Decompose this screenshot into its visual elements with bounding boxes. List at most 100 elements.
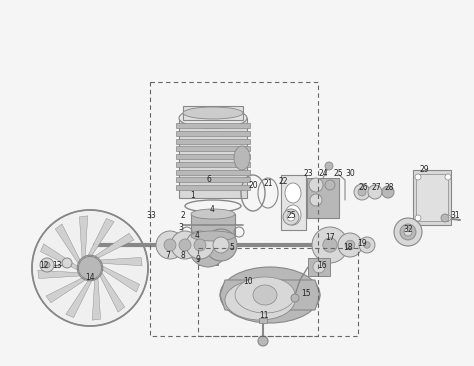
- Ellipse shape: [285, 183, 301, 203]
- Ellipse shape: [225, 280, 295, 320]
- Text: 28: 28: [384, 183, 394, 193]
- Text: 23: 23: [303, 169, 313, 179]
- Text: 9: 9: [196, 255, 201, 265]
- Polygon shape: [80, 216, 88, 258]
- Circle shape: [312, 227, 348, 263]
- Ellipse shape: [179, 108, 247, 128]
- Polygon shape: [88, 219, 114, 255]
- Bar: [281, 175, 306, 230]
- Circle shape: [359, 237, 375, 253]
- Circle shape: [287, 213, 295, 221]
- Circle shape: [164, 239, 176, 251]
- Circle shape: [258, 336, 268, 346]
- Circle shape: [179, 239, 191, 251]
- Text: 6: 6: [207, 176, 211, 184]
- Polygon shape: [38, 270, 80, 279]
- Ellipse shape: [191, 209, 235, 219]
- Bar: [191, 214, 235, 236]
- Text: 11: 11: [259, 311, 269, 321]
- Ellipse shape: [191, 231, 235, 241]
- Polygon shape: [220, 280, 320, 310]
- Text: 7: 7: [165, 250, 171, 259]
- Polygon shape: [66, 281, 92, 318]
- Ellipse shape: [188, 223, 228, 267]
- Circle shape: [186, 231, 214, 259]
- Circle shape: [310, 194, 322, 206]
- Text: 25: 25: [333, 169, 343, 179]
- Text: 4: 4: [210, 205, 214, 214]
- Bar: [176, 154, 250, 159]
- Text: 19: 19: [357, 239, 367, 249]
- Text: 32: 32: [403, 225, 413, 235]
- Bar: [176, 131, 250, 136]
- Polygon shape: [40, 244, 77, 270]
- Circle shape: [368, 185, 382, 199]
- Text: 21: 21: [263, 179, 273, 187]
- Circle shape: [171, 231, 199, 259]
- Text: 8: 8: [181, 250, 185, 259]
- Text: 18: 18: [343, 243, 353, 253]
- Ellipse shape: [183, 107, 243, 119]
- Circle shape: [415, 215, 421, 221]
- Circle shape: [32, 210, 148, 326]
- Ellipse shape: [235, 277, 295, 313]
- Ellipse shape: [285, 205, 301, 225]
- Circle shape: [354, 184, 370, 200]
- Bar: [150, 82, 318, 336]
- Circle shape: [400, 224, 416, 240]
- Circle shape: [309, 178, 323, 192]
- Text: 1: 1: [191, 191, 195, 201]
- Text: 24: 24: [318, 168, 328, 178]
- Bar: [179, 118, 247, 198]
- Polygon shape: [95, 233, 134, 258]
- Ellipse shape: [220, 267, 320, 323]
- Bar: [176, 170, 250, 175]
- Bar: [176, 139, 250, 143]
- Text: 3: 3: [179, 224, 183, 232]
- Circle shape: [358, 188, 366, 196]
- Text: 10: 10: [243, 277, 253, 287]
- Bar: [259, 318, 267, 323]
- Text: 26: 26: [358, 183, 368, 193]
- Bar: [176, 146, 250, 151]
- Text: 31: 31: [450, 212, 460, 220]
- Circle shape: [194, 239, 206, 251]
- Circle shape: [78, 257, 101, 280]
- Circle shape: [205, 229, 237, 261]
- Circle shape: [283, 209, 299, 225]
- Circle shape: [325, 162, 333, 170]
- Text: 20: 20: [248, 180, 258, 190]
- Text: 30: 30: [345, 168, 355, 178]
- Circle shape: [415, 174, 421, 180]
- Circle shape: [445, 174, 451, 180]
- Text: 2: 2: [181, 212, 185, 220]
- Bar: [198, 248, 358, 336]
- Text: 5: 5: [229, 243, 235, 253]
- Circle shape: [445, 215, 451, 221]
- Bar: [307, 178, 339, 218]
- Bar: [176, 185, 250, 190]
- Text: 16: 16: [317, 261, 327, 269]
- Text: 17: 17: [325, 234, 335, 243]
- Polygon shape: [55, 224, 80, 264]
- Circle shape: [338, 233, 362, 257]
- Bar: [183, 106, 243, 120]
- Polygon shape: [102, 266, 139, 292]
- Polygon shape: [92, 278, 100, 320]
- Circle shape: [325, 180, 335, 190]
- Text: 13: 13: [52, 261, 62, 269]
- Bar: [176, 178, 250, 182]
- Text: 12: 12: [39, 261, 49, 269]
- Circle shape: [345, 240, 355, 250]
- Circle shape: [213, 237, 229, 253]
- Text: 22: 22: [278, 178, 288, 187]
- Bar: [308, 258, 330, 276]
- Text: 25: 25: [286, 210, 296, 220]
- Ellipse shape: [253, 285, 277, 305]
- Circle shape: [62, 258, 72, 268]
- Text: 33: 33: [146, 210, 156, 220]
- Bar: [416, 174, 448, 221]
- Circle shape: [404, 228, 412, 236]
- Ellipse shape: [234, 146, 250, 170]
- Circle shape: [291, 294, 299, 302]
